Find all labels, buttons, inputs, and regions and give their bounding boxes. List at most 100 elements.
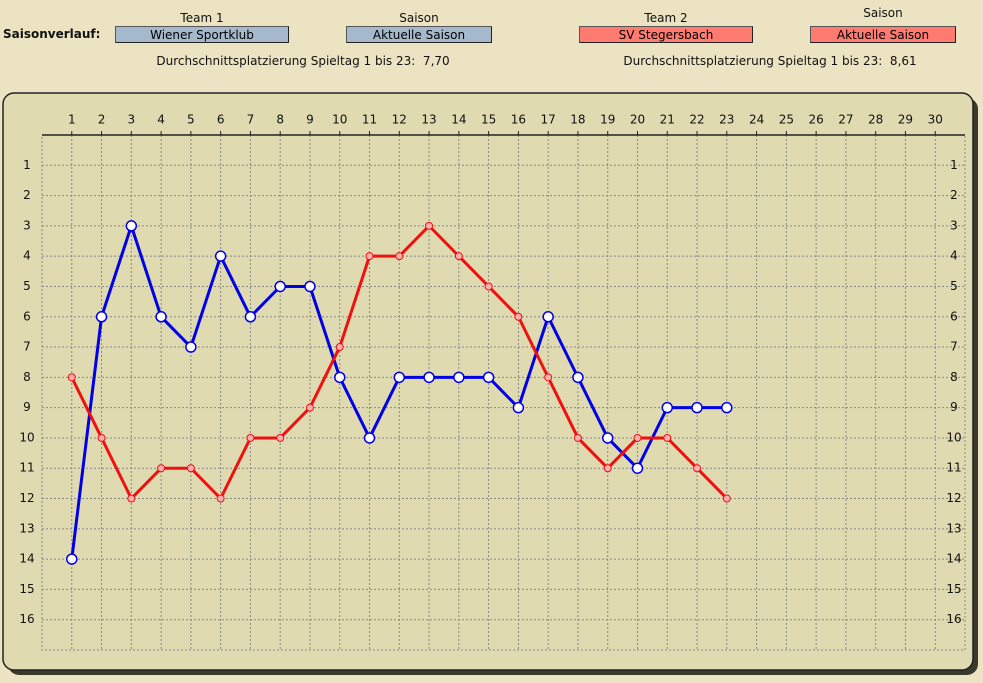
y-tick-label: 4 <box>23 249 31 263</box>
x-tick-label: 13 <box>421 113 436 127</box>
x-tick-label: 29 <box>898 113 913 127</box>
data-point <box>365 252 374 261</box>
season2-select[interactable]: Aktuelle Saison <box>810 26 956 43</box>
data-point <box>572 371 584 384</box>
x-tick-label: 19 <box>600 113 615 127</box>
y-tick-label-right: 6 <box>950 309 958 323</box>
y-tick-label-right: 7 <box>950 340 958 354</box>
y-tick-label: 14 <box>19 552 34 566</box>
data-point <box>335 343 344 352</box>
average-label: Durchschnittsplatzierung Spieltag 1 bis … <box>156 54 416 68</box>
x-tick-label: 23 <box>719 113 734 127</box>
data-point <box>185 341 197 353</box>
x-tick-label: 4 <box>157 113 165 127</box>
data-point <box>542 311 554 323</box>
data-point <box>304 280 316 293</box>
x-tick-label: 25 <box>779 113 794 127</box>
average-value: 8,61 <box>889 54 917 68</box>
data-point <box>693 464 702 473</box>
data-point <box>601 432 614 444</box>
x-tick-label: 24 <box>749 113 764 127</box>
data-point <box>663 433 672 442</box>
x-tick-label: 16 <box>511 113 526 127</box>
x-tick-label: 7 <box>247 113 255 127</box>
x-tick-label: 28 <box>868 113 883 127</box>
data-point <box>514 312 523 321</box>
y-tick-label: 5 <box>23 279 31 293</box>
data-point <box>216 494 225 503</box>
team2-label: Team 2 <box>644 11 688 25</box>
y-tick-label-right: 11 <box>946 461 961 475</box>
x-tick-label: 12 <box>392 113 407 127</box>
data-point <box>721 401 733 414</box>
y-tick-label: 8 <box>23 370 31 384</box>
data-point <box>97 433 106 442</box>
x-tick-label: 17 <box>541 113 556 127</box>
y-tick-label-right: 1 <box>950 158 958 172</box>
x-tick-label: 11 <box>362 113 377 127</box>
y-tick-label-right: 9 <box>950 400 958 414</box>
x-tick-label: 9 <box>306 113 314 127</box>
y-tick-label-right: 8 <box>950 370 958 384</box>
y-tick-label-right: 3 <box>950 218 958 232</box>
team1-select[interactable]: Wiener Sportklub <box>115 26 289 43</box>
y-tick-label-right: 16 <box>946 612 961 626</box>
x-tick-label: 21 <box>660 113 675 127</box>
x-tick-label: 5 <box>187 113 195 127</box>
data-point <box>155 311 167 323</box>
y-tick-label-right: 4 <box>950 249 958 263</box>
x-tick-label: 6 <box>217 113 225 127</box>
x-tick-label: 10 <box>332 113 347 127</box>
data-point <box>512 401 525 414</box>
season2-label: Saison <box>863 6 903 20</box>
data-point <box>454 252 463 261</box>
y-tick-label: 3 <box>23 218 31 232</box>
y-tick-label-right: 14 <box>946 552 961 566</box>
y-tick-label: 13 <box>19 521 34 535</box>
data-point <box>244 311 257 323</box>
data-point <box>544 373 553 382</box>
x-tick-label: 2 <box>98 113 106 127</box>
data-point <box>484 282 493 291</box>
data-point <box>691 401 703 414</box>
data-point <box>186 464 195 473</box>
data-point <box>603 464 612 473</box>
data-point <box>127 494 136 503</box>
y-tick-label: 7 <box>23 340 31 354</box>
team2-select[interactable]: SV Stegersbach <box>579 26 753 43</box>
y-tick-label: 11 <box>19 461 34 475</box>
data-point <box>393 371 406 384</box>
data-point <box>395 252 404 261</box>
y-tick-label-right: 12 <box>946 491 961 505</box>
data-point <box>633 433 642 442</box>
x-tick-label: 26 <box>808 113 823 127</box>
page-label: Saisonverlauf: <box>3 27 101 41</box>
data-point <box>423 371 435 384</box>
data-point <box>453 371 465 384</box>
season1-select[interactable]: Aktuelle Saison <box>346 26 492 43</box>
data-point <box>157 464 166 473</box>
data-point <box>631 462 644 474</box>
data-point <box>95 311 108 323</box>
x-tick-label: 30 <box>928 113 943 127</box>
x-tick-label: 22 <box>689 113 704 127</box>
x-tick-label: 14 <box>451 113 466 127</box>
x-tick-label: 27 <box>838 113 853 127</box>
y-tick-label-right: 13 <box>946 521 961 535</box>
y-tick-label: 10 <box>19 430 34 444</box>
data-point <box>722 494 731 503</box>
data-point <box>482 371 495 384</box>
season1-label: Saison <box>399 11 439 25</box>
data-point <box>246 433 255 442</box>
data-point <box>66 553 78 565</box>
data-point <box>333 371 346 384</box>
y-tick-label: 9 <box>23 400 31 414</box>
data-point <box>573 433 582 442</box>
y-tick-label: 1 <box>23 158 31 172</box>
average-label: Durchschnittsplatzierung Spieltag 1 bis … <box>623 54 883 68</box>
y-tick-label-right: 5 <box>950 279 958 293</box>
x-tick-label: 1 <box>68 113 76 127</box>
y-tick-label-right: 15 <box>946 582 961 596</box>
